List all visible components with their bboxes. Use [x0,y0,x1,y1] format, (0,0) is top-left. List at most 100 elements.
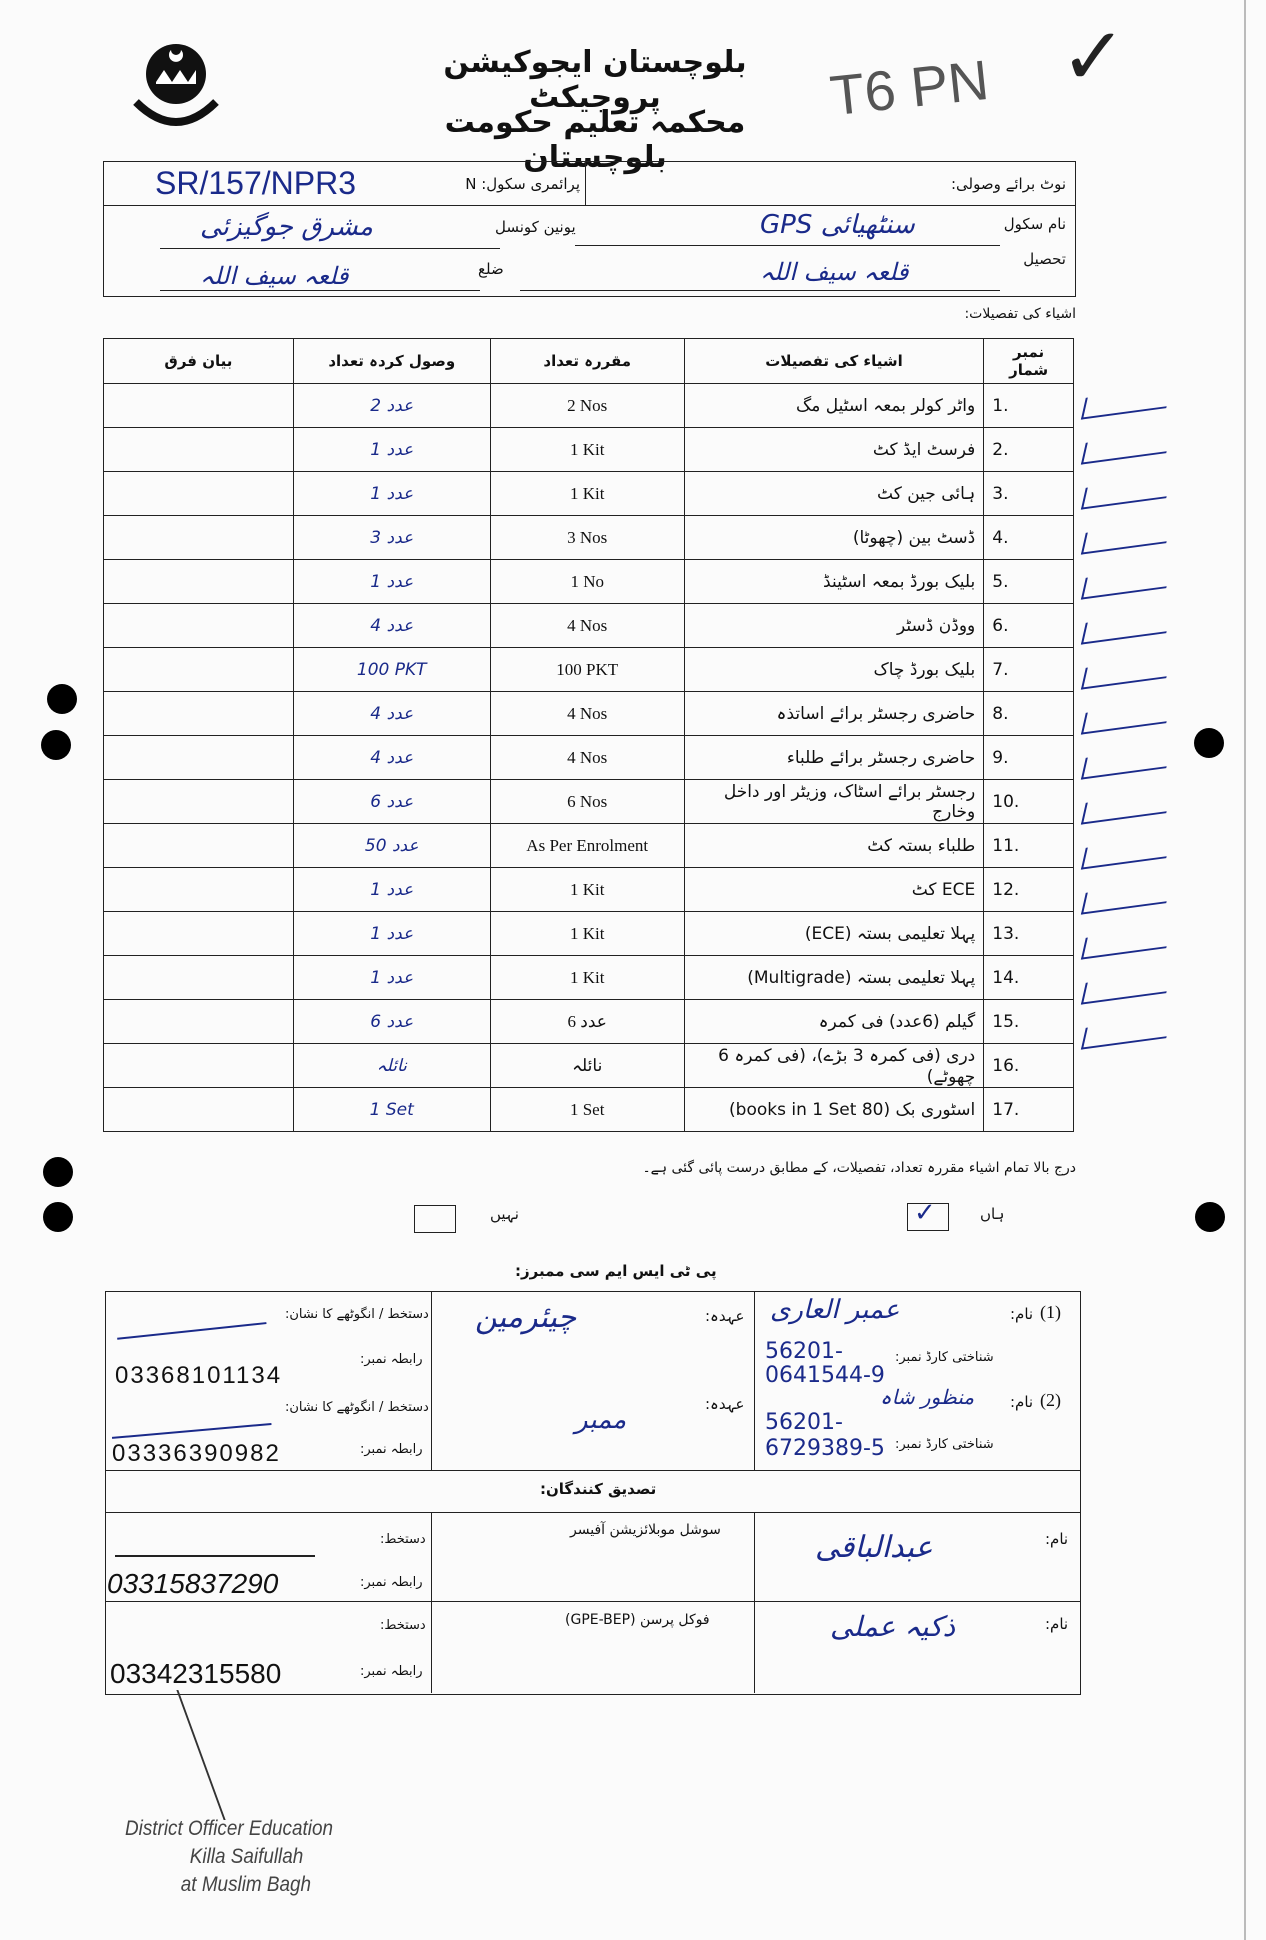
header-remarks: بیان فرق [103,338,294,384]
tick-mark [1080,521,1172,555]
table-row: 1 عدد 1 No بلیک بورڈ بمعہ اسٹینڈ 5. [103,559,1074,604]
table-row: 2 عدد 2 Nos واٹر کولر بمعہ اسٹیل مگ 1. [103,383,1074,428]
cell-prescribed: 4 Nos [489,691,685,736]
cell-remarks [103,471,294,516]
divider [754,1291,755,1470]
cell-item: پہلا تعلیمی بستہ (Multigrade) [683,955,985,1000]
cell-item: بلیک بورڈ بمعہ اسٹینڈ [683,559,985,604]
divider [585,161,586,205]
union-council-label: یونین کونسل [495,218,576,236]
cell-no: 7. [983,647,1074,692]
primary-school-label: پرائمری سکول: N [465,175,580,193]
district-label: ضلع [478,260,504,278]
school-name-label: نام سکول [1003,215,1066,233]
cell-remarks [103,427,294,472]
union-council-line [160,248,500,249]
table-row: نائلہ نائلہ دری (فی کمرہ 3 بڑے)، (فی کمرہ … [103,1043,1074,1088]
tick-mark [1080,611,1172,645]
cell-item: رجسٹر برائے اسٹاک، وزیٹر اور داخل وخارج [683,779,985,824]
tick-mark [1080,701,1172,735]
stamp-signature [176,1690,316,1820]
cell-no: 9. [983,735,1074,780]
divider [105,1512,1080,1513]
cell-received: 4 عدد [292,603,491,648]
punch-hole [43,1157,73,1187]
cell-item: فرسٹ ایڈ کٹ [683,427,985,472]
members-box [105,1291,1081,1695]
school-name-value: سنٹھیائی GPS [760,210,915,240]
cell-no: 13. [983,911,1074,956]
divider [431,1512,432,1693]
cell-no: 2. [983,427,1074,472]
punch-hole [1195,1202,1225,1232]
cell-received: 1 Set [292,1087,491,1132]
primary-school-value: SR/157/NPR3 [155,165,356,201]
header-item: اشیاء کی تفصیلات [683,338,985,384]
cell-remarks [103,603,294,648]
cell-item: واٹر کولر بمعہ اسٹیل مگ [683,383,985,428]
cell-remarks [103,867,294,912]
cell-received: 100 PKT [292,647,491,692]
cell-prescribed: 3 Nos [489,515,685,560]
verifier-2-name-label: نام: [1045,1615,1069,1633]
tehsil-label: تحصیل [1023,250,1066,268]
table-row: 3 عدد 3 Nos ڈسٹ بین (چھوٹا) 4. [103,515,1074,560]
cell-prescribed: 1 No [489,559,685,604]
cell-no: 4. [983,515,1074,560]
cell-item: ڈسٹ بین (چھوٹا) [683,515,985,560]
header-received: وصول کردہ تعداد [292,338,491,384]
cell-no: 12. [983,867,1074,912]
cell-remarks [103,823,294,868]
table-row: 1 عدد 1 Kit ہائی جین کٹ 3. [103,471,1074,516]
tick-mark [1080,476,1172,510]
member-2-designation: ممبر [575,1405,627,1435]
tick-mark [1080,791,1172,825]
member-1-designation: چیئرمین [475,1300,577,1335]
check-icon: ✓ [914,1198,936,1228]
cell-no: 11. [983,823,1074,868]
cell-received: 2 عدد [292,383,491,428]
punch-hole [47,684,77,714]
table-row: 50 عدد As Per Enrolment طلباء بستہ کٹ 11. [103,823,1074,868]
cell-item: پہلا تعلیمی بستہ (ECE) [683,911,985,956]
cell-received: 1 عدد [292,911,491,956]
verifier-1-designation: سوشل موبلائزیشن آفیسر [570,1522,721,1538]
punch-hole [43,1202,73,1232]
no-checkbox[interactable] [414,1205,456,1233]
member-1-index: (1) [1040,1302,1061,1322]
table-row: 1 عدد 1 Kit پہلا تعلیمی بستہ (ECE) 13. [103,911,1074,956]
divider [754,1512,755,1693]
cell-received: 4 عدد [292,735,491,780]
cell-received: نائلہ [292,1043,491,1088]
yes-checkbox[interactable]: ✓ [907,1198,949,1231]
cell-item: حاضری رجسٹر برائے اساتذہ [683,691,985,736]
tick-mark [1080,431,1172,465]
member-1-cnic-label: شناختی کارڈ نمبر: [895,1350,994,1365]
cell-prescribed: 1 Kit [489,955,685,1000]
cell-remarks [103,383,294,428]
cell-item: دری (فی کمرہ 3 بڑے)، (فی کمرہ 6 چھوٹے) [683,1043,985,1088]
member-2-signature-label: دستخط / انگوٹھے کا نشان: [285,1400,429,1415]
verifier-2-name: ذکیہ عملی [830,1610,956,1643]
cell-no: 15. [983,999,1074,1044]
cell-remarks [103,1087,294,1132]
cell-item: ہائی جین کٹ [683,471,985,516]
cell-prescribed: نائلہ [489,1043,685,1088]
official-stamp: District Officer Education Killa Saifull… [125,1815,333,1899]
cell-no: 17. [983,1087,1074,1132]
cell-item: بلیک بورڈ چاک [683,647,985,692]
member-1-phone: 03368101134 [115,1362,283,1389]
cell-remarks [103,955,294,1000]
table-header-row: بیان فرق وصول کردہ تعداد مقررہ تعداد اشی… [103,338,1074,384]
verifier-2-phone-label: رابطہ نمبر: [360,1664,423,1679]
tehsil-value: قلعہ سیف اللہ [760,258,909,286]
table-row: 1 عدد 1 Kit فرسٹ ایڈ کٹ 2. [103,427,1074,472]
school-info-box [103,161,1076,297]
tick-mark [1080,386,1172,420]
table-row: 4 عدد 4 Nos حاضری رجسٹر برائے طلباء 9. [103,735,1074,780]
items-table: بیان فرق وصول کردہ تعداد مقررہ تعداد اشی… [103,338,1074,1132]
cell-prescribed: As Per Enrolment [489,823,685,868]
cell-received: 50 عدد [292,823,491,868]
divider [103,205,1075,206]
title-line-1: بلوچستان ایجوکیشن پروجیکٹ [443,45,747,115]
